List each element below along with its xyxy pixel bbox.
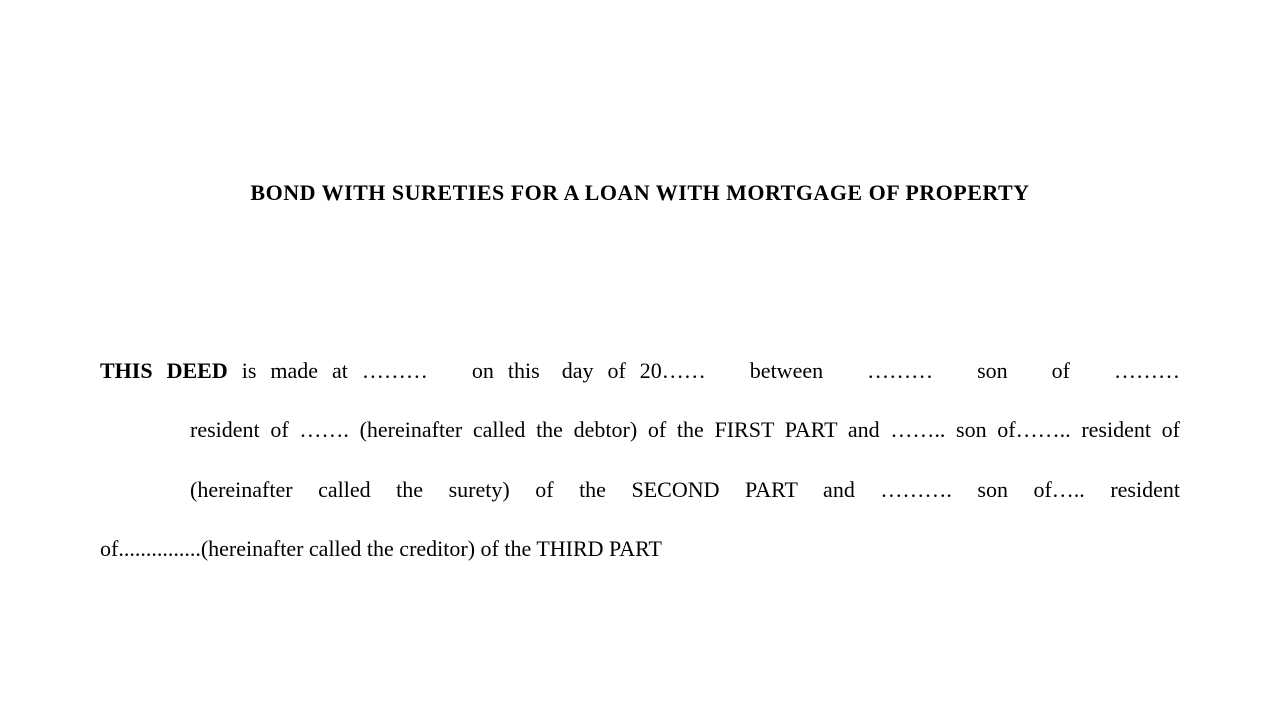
paragraph-line-2: resident of ……. (hereinafter called the … [100, 400, 1180, 459]
line1-text: is made at ……… on this day of 20…… betwe… [228, 358, 1180, 383]
paragraph-line-4: of...............(hereinafter called the… [100, 519, 1180, 578]
intro-bold: THIS DEED [100, 358, 228, 383]
paragraph-line-1: THIS DEED is made at ……… on this day of … [100, 341, 1180, 400]
paragraph-line-3: (hereinafter called the surety) of the S… [100, 460, 1180, 519]
document-title: BOND WITH SURETIES FOR A LOAN WITH MORTG… [100, 180, 1180, 206]
document-body: THIS DEED is made at ……… on this day of … [100, 341, 1180, 579]
document-page: BOND WITH SURETIES FOR A LOAN WITH MORTG… [0, 0, 1280, 579]
